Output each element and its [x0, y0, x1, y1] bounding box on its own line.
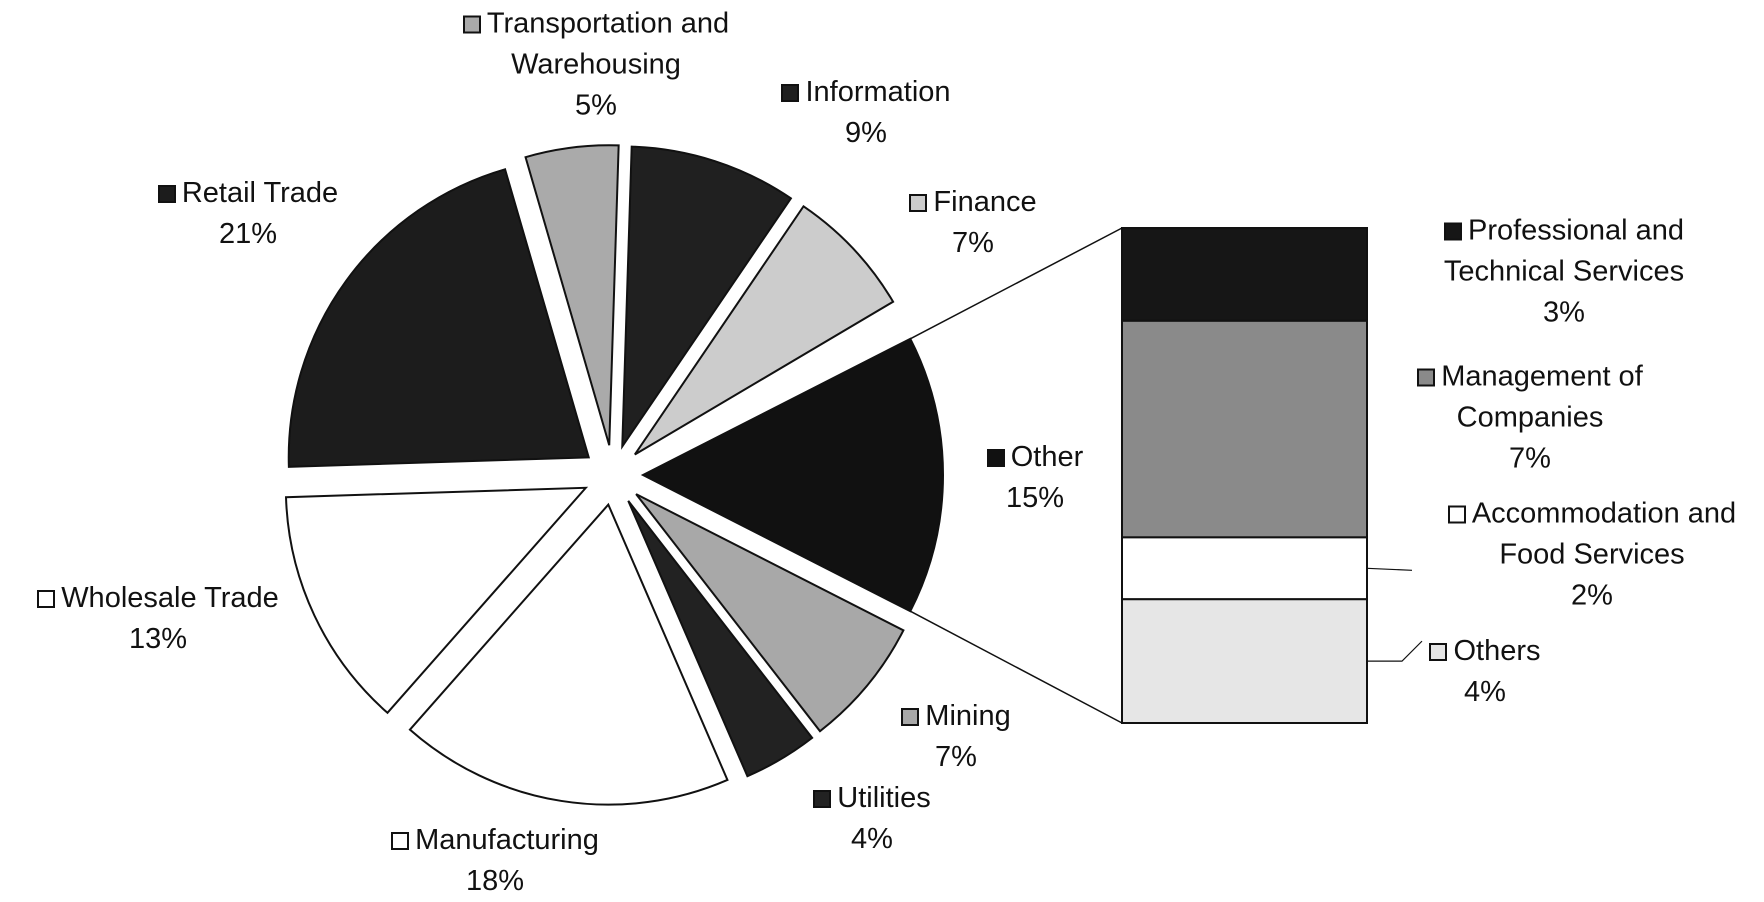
data-label: Transportation and Warehousing 5% [431, 4, 761, 127]
data-label: Manufacturing 18% [345, 820, 645, 902]
bar-segment [1121, 319, 1368, 539]
value-label: 7% [935, 741, 977, 773]
label-name: Manufacturing [345, 820, 645, 861]
legend-marker [781, 84, 800, 102]
label-name: Retail Trade [118, 173, 378, 214]
legend-marker [1447, 505, 1466, 524]
label-name: Utilities [772, 778, 972, 819]
value-label: 3% [1543, 296, 1585, 329]
connector [909, 227, 1123, 340]
value-label: 5% [575, 89, 617, 122]
label-name: Transportation and Warehousing [431, 4, 761, 86]
pie-slice [621, 145, 793, 450]
pie-slice [635, 493, 905, 733]
legend-marker [1443, 222, 1462, 241]
label-name: Other [935, 437, 1135, 478]
category-label: Professional and Technical Services [1443, 214, 1685, 288]
legend-marker [909, 194, 928, 212]
legend-marker [1417, 368, 1436, 387]
value-label: 21% [218, 218, 278, 250]
data-label: Professional and Technical Services 3% [1399, 211, 1729, 334]
legend-marker [462, 15, 481, 34]
value-label: 15% [1005, 482, 1065, 514]
connector [909, 610, 1123, 724]
bar-segment [1121, 598, 1368, 724]
bar-segment [1121, 227, 1368, 322]
pie-slice [640, 337, 944, 613]
category-label: Accommodation and Food Services [1471, 497, 1737, 571]
legend-marker [901, 708, 920, 726]
legend-marker [157, 185, 176, 203]
data-label: Information 9% [736, 72, 996, 154]
legend-marker [986, 449, 1005, 467]
data-label: Management of Companies 7% [1390, 357, 1670, 480]
bar-segment [1121, 536, 1368, 601]
data-label: Wholesale Trade 13% [0, 578, 318, 660]
category-label: Utilities [837, 782, 931, 814]
value-label: 9% [845, 117, 887, 149]
label-name: Mining [856, 696, 1056, 737]
pie-slice [634, 204, 895, 456]
category-label: Retail Trade [181, 177, 339, 209]
category-label: Management of Companies [1441, 360, 1643, 434]
data-label: Utilities 4% [772, 778, 972, 860]
category-label: Mining [925, 700, 1011, 732]
data-label: Mining 7% [856, 696, 1056, 778]
pie-slice [524, 144, 620, 446]
label-name: Wholesale Trade [0, 578, 318, 619]
category-label: Transportation and Warehousing [486, 7, 730, 81]
data-label: Others 4% [1385, 631, 1585, 713]
category-label: Wholesale Trade [61, 582, 279, 614]
label-name: Professional and Technical Services [1399, 211, 1729, 293]
label-name: Management of Companies [1390, 357, 1670, 439]
legend-marker [813, 790, 832, 808]
category-label: Manufacturing [415, 824, 599, 856]
value-label: 7% [1509, 442, 1551, 475]
value-label: 4% [851, 823, 893, 855]
value-label: 2% [1571, 579, 1613, 612]
legend-marker [1429, 643, 1448, 661]
value-label: 7% [952, 227, 994, 259]
value-label: 18% [465, 865, 525, 897]
label-name: Finance [873, 182, 1073, 223]
pie-slice [627, 500, 814, 778]
category-label: Others [1453, 635, 1541, 667]
data-label: Finance 7% [873, 182, 1073, 264]
data-label: Retail Trade 21% [118, 173, 378, 255]
label-name: Accommodation and Food Services [1422, 494, 1762, 576]
pie-slice [284, 486, 589, 715]
legend-marker [391, 832, 410, 850]
value-label: 4% [1464, 676, 1506, 708]
data-label: Accommodation and Food Services 2% [1422, 494, 1762, 617]
legend-marker [37, 590, 56, 608]
leader-line [1366, 567, 1413, 571]
category-label: Information [805, 76, 951, 108]
pie-slice [408, 502, 729, 806]
leader-line [1367, 640, 1423, 662]
data-label: Other 15% [935, 437, 1135, 519]
label-name: Others [1385, 631, 1585, 672]
value-label: 13% [128, 623, 188, 655]
category-label: Other [1010, 441, 1084, 473]
pie-slice [287, 168, 591, 468]
label-name: Information [736, 72, 996, 113]
category-label: Finance [933, 186, 1037, 218]
